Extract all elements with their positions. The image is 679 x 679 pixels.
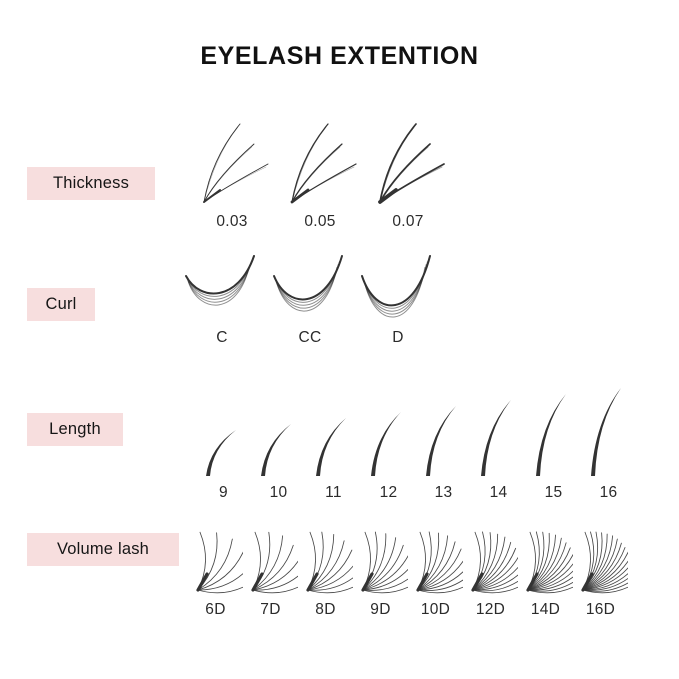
specimen-caption: 0.05: [304, 213, 336, 230]
specimen-caption: 12D: [475, 601, 506, 618]
specimen-thickness-0.03: 0.03: [188, 118, 276, 230]
specimen-length-11: 11: [306, 386, 361, 501]
lash-fan-volume-icon: [518, 498, 573, 598]
specimens-length: 9 10 11 12 13 14 15 16: [196, 386, 636, 501]
specimen-volume-16D: 16D: [573, 498, 628, 618]
specimen-caption: 13: [434, 484, 453, 501]
lash-fan-3-icon: [188, 118, 276, 210]
lash-fan-volume-icon: [243, 498, 298, 598]
lash-single-icon: [361, 386, 416, 481]
lash-single-icon: [471, 386, 526, 481]
specimen-volume-14D: 14D: [518, 498, 573, 618]
specimen-caption: 10: [269, 484, 288, 501]
lash-single-icon: [306, 386, 361, 481]
specimen-curl-CC: CC: [266, 248, 354, 346]
lash-fan-volume-icon: [353, 498, 408, 598]
specimen-caption: 11: [325, 484, 342, 501]
lash-curl-icon: [266, 248, 354, 326]
row-length: Length 9 10 11 12 13 14 15 16: [0, 386, 679, 500]
specimen-caption: 14: [489, 484, 508, 501]
page-title: EYELASH EXTENTION: [200, 42, 479, 70]
specimen-caption: 0.07: [392, 213, 424, 230]
specimen-length-15: 15: [526, 386, 581, 501]
specimens-thickness: 0.03 0.05 0.07: [188, 118, 452, 230]
specimen-volume-10D: 10D: [408, 498, 463, 618]
lash-fan-volume-icon: [573, 498, 628, 598]
specimen-length-13: 13: [416, 386, 471, 501]
lash-single-icon: [581, 386, 636, 481]
specimen-curl-C: C: [178, 248, 266, 346]
lash-single-icon: [251, 386, 306, 481]
specimen-volume-8D: 8D: [298, 498, 353, 618]
specimen-volume-7D: 7D: [243, 498, 298, 618]
specimen-caption: 9D: [370, 601, 391, 618]
specimen-length-14: 14: [471, 386, 526, 501]
specimen-length-10: 10: [251, 386, 306, 501]
specimen-caption: 0.03: [216, 213, 248, 230]
specimen-thickness-0.05: 0.05: [276, 118, 364, 230]
specimen-volume-12D: 12D: [463, 498, 518, 618]
specimens-volume: 6D 7D 8D 9D 10D 12D 14D 16D: [188, 498, 628, 618]
lash-curl-icon: [178, 248, 266, 326]
lash-fan-volume-icon: [298, 498, 353, 598]
lash-single-icon: [196, 386, 251, 481]
specimen-caption: 10D: [420, 601, 451, 618]
row-label-volume: Volume lash: [27, 533, 179, 566]
specimen-caption: 7D: [260, 601, 281, 618]
specimen-curl-D: D: [354, 248, 442, 346]
specimen-caption: 6D: [205, 601, 226, 618]
lash-fan-3-icon: [364, 118, 452, 210]
lash-curl-icon: [354, 248, 442, 326]
specimen-caption: D: [392, 329, 404, 346]
row-curl: Curl C CC D: [0, 248, 679, 358]
row-label-length: Length: [27, 413, 123, 446]
row-thickness: Thickness 0.03 0.05 0.07: [0, 118, 679, 238]
row-volume: Volume lash 6D 7D 8D 9D 10D 12D 14D 16D: [0, 498, 679, 617]
specimen-caption: 12: [379, 484, 398, 501]
lash-fan-volume-icon: [188, 498, 243, 598]
lash-fan-3-icon: [276, 118, 364, 210]
specimens-curl: C CC D: [178, 248, 442, 346]
specimen-caption: 15: [544, 484, 563, 501]
specimen-caption: CC: [298, 329, 322, 346]
specimen-volume-9D: 9D: [353, 498, 408, 618]
lash-fan-volume-icon: [463, 498, 518, 598]
specimen-caption: 14D: [530, 601, 561, 618]
specimen-length-12: 12: [361, 386, 416, 501]
specimen-caption: C: [216, 329, 228, 346]
lash-fan-volume-icon: [408, 498, 463, 598]
specimen-caption: 9: [219, 484, 228, 501]
lash-single-icon: [526, 386, 581, 481]
row-label-curl: Curl: [27, 288, 95, 321]
specimen-length-16: 16: [581, 386, 636, 501]
specimen-thickness-0.07: 0.07: [364, 118, 452, 230]
specimen-caption: 16: [599, 484, 618, 501]
row-label-thickness: Thickness: [27, 167, 155, 200]
specimen-length-9: 9: [196, 386, 251, 501]
specimen-caption: 8D: [315, 601, 336, 618]
specimen-caption: 16D: [585, 601, 616, 618]
lash-single-icon: [416, 386, 471, 481]
specimen-volume-6D: 6D: [188, 498, 243, 618]
